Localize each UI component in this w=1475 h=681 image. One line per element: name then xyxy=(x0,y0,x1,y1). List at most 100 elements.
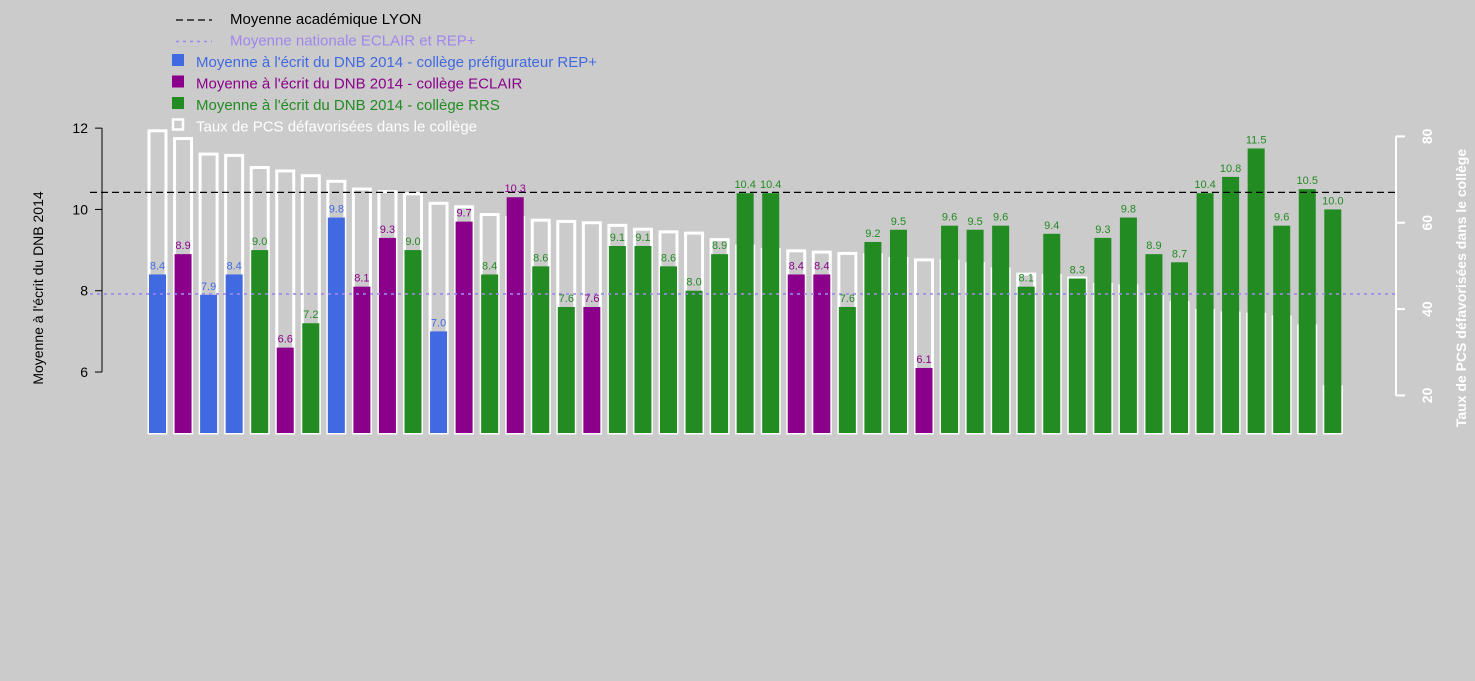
dnb-bar xyxy=(1171,262,1188,433)
dnb-bar xyxy=(787,274,805,433)
value-label: 6.6 xyxy=(278,334,293,346)
dnb-bar xyxy=(1247,148,1265,434)
dnb-bar xyxy=(966,229,984,433)
value-label: 9.1 xyxy=(635,232,650,244)
dnb-bar xyxy=(1043,233,1061,433)
dnb-bar xyxy=(251,250,269,433)
value-label: 8.4 xyxy=(789,260,804,272)
dnb-bar xyxy=(813,274,831,433)
dnb-bar xyxy=(557,306,575,433)
dnb-bar xyxy=(1145,254,1163,433)
legend-symbol xyxy=(171,118,185,131)
dnb-bar xyxy=(1273,225,1291,433)
value-label: 11.5 xyxy=(1246,134,1267,146)
value-label: 9.7 xyxy=(456,208,471,220)
value-label: 8.6 xyxy=(533,252,548,264)
dnb-bar xyxy=(225,274,243,433)
dnb-bar xyxy=(838,306,856,433)
value-label: 8.4 xyxy=(150,260,165,272)
legend-symbol xyxy=(172,97,184,109)
right-axis-tick-label: 40 xyxy=(1419,301,1435,317)
value-label: 9.6 xyxy=(1274,212,1289,224)
dnb-bar xyxy=(583,306,601,433)
left-axis-tick-label: 6 xyxy=(80,364,88,380)
value-label: 9.6 xyxy=(993,212,1008,224)
dnb-bar xyxy=(1196,193,1214,433)
right-axis-label: Taux de PCS défavorisées dans le collège xyxy=(1453,149,1469,428)
legend-label: Moyenne à l'écrit du DNB 2014 - collège … xyxy=(196,76,523,93)
left-axis-tick-label: 12 xyxy=(72,120,88,136)
value-label: 10.4 xyxy=(1194,179,1215,191)
value-label: 9.0 xyxy=(405,236,420,248)
value-label: 9.3 xyxy=(380,224,395,236)
value-label: 10.4 xyxy=(760,179,781,191)
dnb-bar xyxy=(353,286,371,433)
value-label: 7.6 xyxy=(840,293,855,305)
dnb-bar xyxy=(915,367,933,433)
right-axis-tick-label: 80 xyxy=(1419,128,1435,144)
value-label: 8.0 xyxy=(686,277,701,289)
dnb-bar xyxy=(1017,286,1035,433)
value-label: 9.5 xyxy=(891,216,906,228)
right-axis: 20 40 60 80 xyxy=(1395,128,1435,403)
legend-label: Moyenne académique LYON xyxy=(230,11,422,28)
legend-symbol xyxy=(172,75,184,88)
dnb-bar xyxy=(608,246,626,433)
legend: Moyenne académique LYON Moyenne nationale… xyxy=(171,11,597,136)
value-label: 7.2 xyxy=(303,309,318,321)
value-label: 8.1 xyxy=(354,273,369,285)
value-label: 10.3 xyxy=(504,183,525,195)
legend-label: Moyenne à l'écrit du DNB 2014 - collège … xyxy=(196,97,500,114)
value-label: 7.6 xyxy=(584,293,599,305)
dnb-bar xyxy=(404,250,422,433)
dnb-bar xyxy=(506,197,524,433)
dnb-bar xyxy=(149,274,166,433)
value-label: 6.1 xyxy=(916,354,931,366)
dnb-bar xyxy=(660,266,677,433)
value-label: 8.4 xyxy=(814,260,829,272)
value-label: 9.8 xyxy=(1121,204,1136,216)
value-label: 8.6 xyxy=(661,252,676,264)
value-label: 9.1 xyxy=(610,232,625,244)
value-label: 8.4 xyxy=(482,260,497,272)
dnb-bar xyxy=(276,347,294,433)
value-label: 8.4 xyxy=(227,260,242,272)
dnb-bar xyxy=(1222,176,1240,433)
dnb-bar xyxy=(941,225,959,433)
value-label: 9.3 xyxy=(1095,224,1110,236)
left-axis-label: Moyenne à l'écrit du DNB 2014 xyxy=(30,191,46,385)
dnb-bar xyxy=(302,323,320,433)
dnb-bar xyxy=(378,237,396,433)
value-label: 7.9 xyxy=(201,281,216,293)
dnb-bar xyxy=(481,274,499,433)
value-label: 8.1 xyxy=(1019,273,1034,285)
dnb-bar xyxy=(685,290,703,433)
value-label: 8.7 xyxy=(1172,248,1187,260)
dnb-bar xyxy=(455,221,473,433)
dnb-bar xyxy=(327,217,345,433)
left-axis-tick-label: 8 xyxy=(80,283,88,299)
value-label: 7.0 xyxy=(431,317,446,329)
dnb-bar xyxy=(1298,189,1316,433)
dnb-bar xyxy=(711,254,729,433)
dnb-bar xyxy=(430,331,448,433)
dnb-bar xyxy=(1094,237,1112,433)
dnb-bar xyxy=(889,229,907,433)
legend-label: Taux de PCS défavorisées dans le collège xyxy=(196,119,477,136)
left-axis: 6 8 10 12 xyxy=(72,120,103,380)
dnb-bar xyxy=(864,241,882,433)
left-axis-tick-label: 10 xyxy=(72,201,88,217)
right-axis-tick-label: 20 xyxy=(1419,387,1435,403)
dnb-bars xyxy=(149,148,1342,434)
dnb-bar xyxy=(762,193,780,433)
value-label: 9.5 xyxy=(967,216,982,228)
legend-label: Moyenne nationale ECLAIR et REP+ xyxy=(230,33,476,50)
value-label: 8.9 xyxy=(712,240,727,252)
value-labels: 8.4 8.9 7.9 8.4 9.0 6.6 7.2 9.8 8.1 9.3 9.0 7.0 9.7 8… xyxy=(150,134,1344,366)
value-label: 9.0 xyxy=(252,236,267,248)
legend-symbol xyxy=(172,54,184,66)
value-label: 10.0 xyxy=(1322,195,1343,207)
value-label: 9.2 xyxy=(865,228,880,240)
value-label: 9.8 xyxy=(329,204,344,216)
